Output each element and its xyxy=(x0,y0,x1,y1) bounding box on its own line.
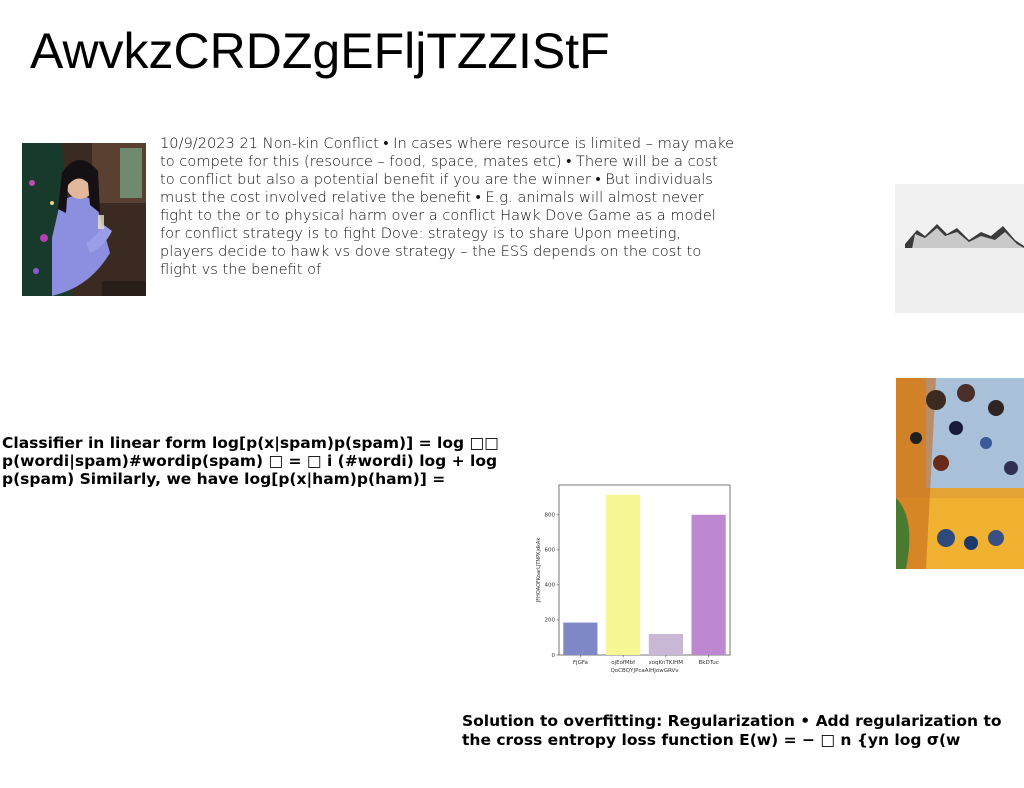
misty-mountains-photo xyxy=(895,184,1024,313)
x-axis-label: QoCBQYJPcaAlHJowGRVv xyxy=(610,668,679,674)
x-tick-label: soqKnTKIHM xyxy=(649,660,684,666)
x-tick-label: BkDTuc xyxy=(699,660,719,666)
y-tick-label: 200 xyxy=(545,618,556,624)
page-title: AwvkzCRDZgEFljTZZIStF xyxy=(30,23,610,79)
woman-christmas-photo xyxy=(22,143,146,296)
y-axis-label: JFHOAOFKoarLJTNPKjdkAk xyxy=(536,538,542,604)
plot-frame xyxy=(558,484,731,656)
bar-BkDTuc xyxy=(691,514,726,655)
overfitting-text: Solution to overfitting: Regularization … xyxy=(462,712,1002,749)
x-tick-label: FjGFa xyxy=(573,660,588,666)
y-tick-label: 400 xyxy=(545,583,556,589)
bar-chart: 0 200 400 600 800 FjGFa ojEofMbf soqKnTKIHM BkD… xyxy=(536,484,731,674)
y-tick-label: 0 xyxy=(552,653,556,659)
x-tick-label: ojEofMbf xyxy=(611,660,636,666)
y-tick-label: 800 xyxy=(545,513,556,519)
conflict-paragraph: 10/9/2023 21 Non-kin Conflict • In cases… xyxy=(160,135,735,278)
bar-FjGFa xyxy=(563,622,598,655)
classifier-text: Classifier in linear form log[p(x|spam)p… xyxy=(2,434,499,488)
bar-ojEofMbf xyxy=(606,494,641,655)
colorful-mural-photo xyxy=(896,378,1024,569)
bar-soqKnTKIHM xyxy=(648,633,683,655)
y-tick-label: 600 xyxy=(545,548,556,554)
